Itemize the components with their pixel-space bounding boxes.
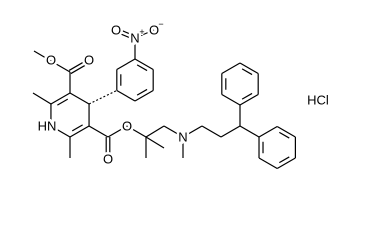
bond (201, 125, 222, 138)
salt-label: HCl (307, 93, 329, 108)
bond (145, 125, 165, 138)
structure-diagram: O O O N + O − HN O O N HCl (32, 18, 331, 170)
bond (57, 98, 69, 106)
bond (116, 58, 136, 71)
charge: − (158, 19, 163, 29)
bond (136, 88, 148, 96)
bond (116, 27, 136, 37)
bond (182, 125, 203, 138)
bond (50, 92, 71, 105)
bond (70, 62, 91, 75)
bond (239, 125, 260, 138)
bond (71, 124, 83, 132)
bond (279, 156, 290, 164)
atom-label: O (46, 53, 56, 68)
bond (279, 131, 290, 139)
bond (134, 89, 154, 102)
atom-labels: O O O N + O − HN O O N HCl (35, 18, 331, 169)
bond (32, 92, 52, 105)
atom-label: O (149, 23, 159, 38)
bond (241, 68, 253, 76)
bond (69, 125, 90, 138)
bond (221, 62, 241, 75)
bond (50, 125, 71, 138)
bond (136, 64, 148, 72)
atom-label: O (84, 53, 94, 68)
bond (258, 157, 278, 170)
bond (68, 58, 89, 71)
bond (276, 125, 296, 138)
charge: + (139, 27, 144, 37)
bond (107, 125, 128, 138)
bond (145, 136, 165, 149)
atom-label: O (122, 119, 132, 134)
bond (220, 125, 241, 138)
bond (134, 29, 155, 39)
bond (33, 50, 52, 62)
bond (239, 62, 259, 75)
bond (116, 89, 136, 102)
bond (241, 92, 253, 100)
bond (126, 125, 147, 138)
bond (276, 157, 296, 170)
bond (69, 92, 90, 105)
bond (134, 58, 154, 71)
atom-label: HN (38, 119, 57, 134)
bond (239, 93, 259, 106)
bond (88, 89, 118, 105)
bonds (32, 27, 296, 170)
bond (50, 60, 71, 73)
bond (163, 125, 184, 138)
atom-label: N (178, 130, 187, 145)
atom-label: N (130, 31, 139, 46)
atom-label: O (111, 23, 121, 38)
bond (115, 31, 135, 41)
atom-label: O (103, 152, 113, 167)
bond (258, 125, 278, 138)
bond (88, 125, 109, 138)
bond (221, 93, 241, 106)
